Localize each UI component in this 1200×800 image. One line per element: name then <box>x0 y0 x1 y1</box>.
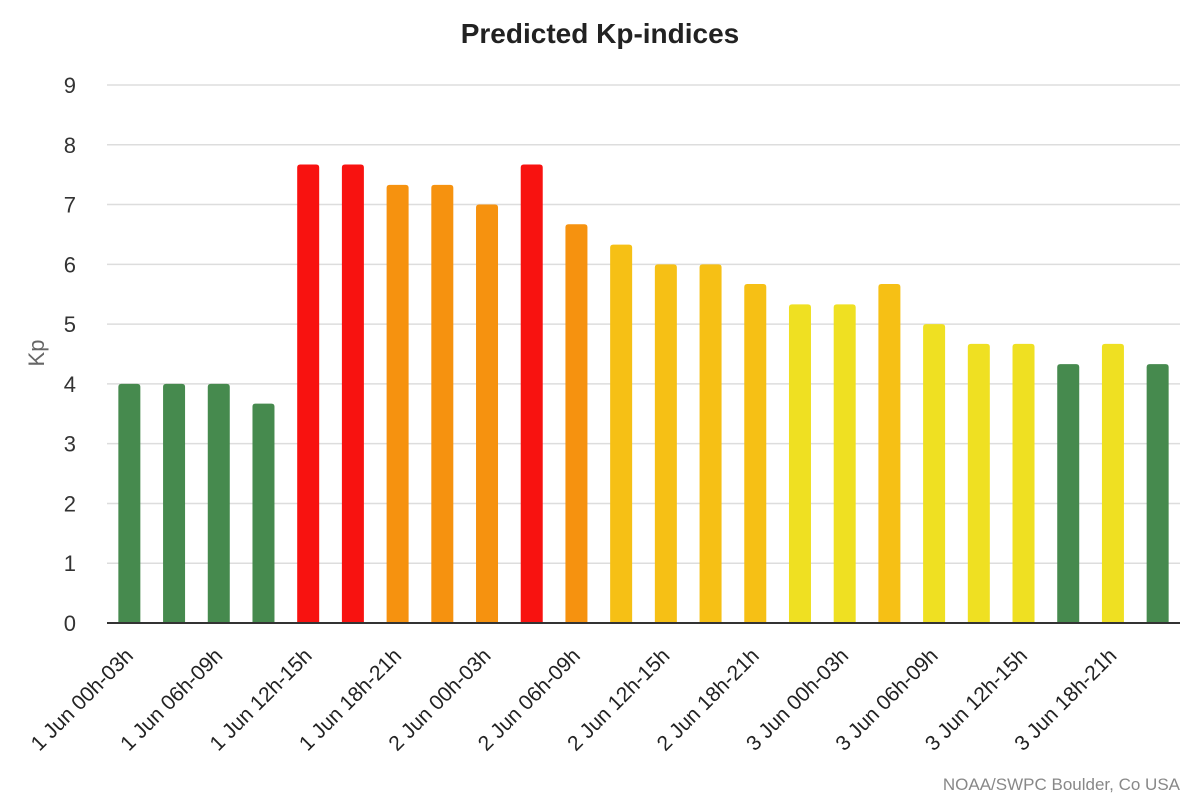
y-tick-label: 3 <box>64 432 76 457</box>
bar <box>520 164 543 623</box>
bar <box>252 403 275 623</box>
bar <box>923 324 946 623</box>
bar <box>699 264 722 623</box>
bar <box>1057 364 1080 623</box>
bar <box>207 383 230 623</box>
y-tick-labels: 0 1 2 3 4 5 6 7 8 9 <box>64 73 76 636</box>
y-tick-label: 7 <box>64 193 76 218</box>
bar <box>1012 343 1035 623</box>
y-tick-label: 5 <box>64 312 76 337</box>
bar <box>431 184 454 623</box>
credit-text: NOAA/SWPC Boulder, Co USA <box>943 775 1181 794</box>
y-tick-label: 8 <box>64 133 76 158</box>
y-tick-label: 2 <box>64 491 76 516</box>
gridlines <box>107 84 1180 564</box>
bar <box>610 244 633 623</box>
y-axis-label: Kp <box>24 340 49 367</box>
bar <box>118 383 141 623</box>
y-tick-label: 1 <box>64 551 76 576</box>
bar <box>878 284 901 623</box>
bar <box>341 164 364 623</box>
bar <box>565 224 588 623</box>
bar <box>788 304 811 623</box>
y-tick-label: 4 <box>64 372 76 397</box>
y-tick-label: 9 <box>64 73 76 98</box>
bar <box>1101 343 1124 623</box>
chart-title: Predicted Kp-indices <box>461 18 740 49</box>
bar <box>163 383 186 623</box>
bars <box>118 164 1169 624</box>
bar <box>833 304 856 623</box>
bar <box>386 184 409 623</box>
bar <box>1146 364 1169 623</box>
bar <box>297 164 320 623</box>
bar <box>744 284 767 623</box>
bar <box>967 343 990 623</box>
y-tick-label: 0 <box>64 611 76 636</box>
bar <box>654 264 677 623</box>
y-tick-label: 6 <box>64 252 76 277</box>
bar <box>476 204 499 624</box>
